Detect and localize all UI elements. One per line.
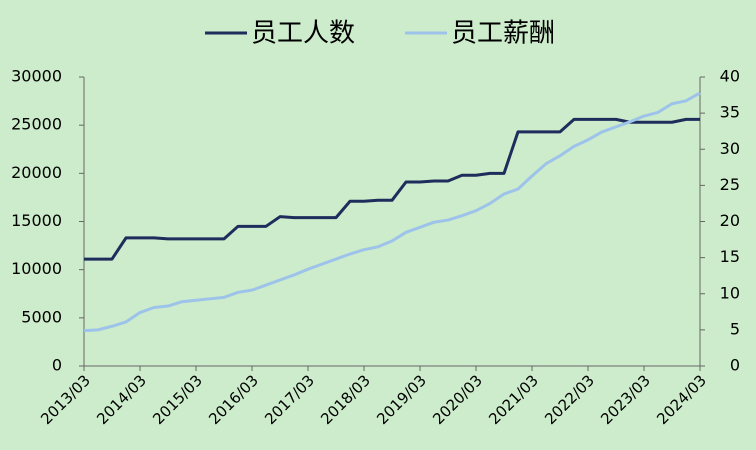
series-line (84, 117, 700, 261)
y-tick-label: 10000 (11, 259, 62, 278)
y-tick-label: 25000 (11, 115, 62, 134)
x-tick-label: 2016/03 (205, 371, 262, 428)
x-tick-label: 2014/03 (93, 371, 150, 428)
y2-tick-label: 35 (720, 103, 740, 122)
y2-tick-label: 20 (720, 211, 740, 230)
x-tick-label: 2022/03 (541, 371, 598, 428)
x-tick-label: 2020/03 (429, 371, 486, 428)
x-tick-label: 2015/03 (149, 371, 206, 428)
y2-tick-label: 40 (720, 67, 740, 86)
x-tick-label: 2024/03 (653, 371, 710, 428)
y-tick-label: 20000 (11, 163, 62, 182)
y2-tick-label: 30 (720, 139, 740, 158)
legend-label: 员工薪酬 (451, 19, 555, 49)
y2-tick-label: 10 (720, 283, 740, 302)
y-tick-label: 0 (52, 356, 62, 375)
x-tick-label: 2017/03 (261, 371, 318, 428)
y2-tick-label: 0 (730, 356, 740, 375)
legend-label: 员工人数 (251, 19, 355, 49)
y2-tick-label: 25 (720, 175, 740, 194)
x-tick-label: 2018/03 (317, 371, 374, 428)
y-tick-label: 15000 (11, 211, 62, 230)
x-tick-label: 2013/03 (37, 371, 94, 428)
x-tick-label: 2023/03 (597, 371, 654, 428)
x-tick-label: 2019/03 (373, 371, 430, 428)
y2-tick-label: 15 (720, 247, 740, 266)
series-line (83, 91, 701, 333)
y-tick-label: 5000 (21, 307, 62, 326)
x-tick-label: 2021/03 (485, 371, 542, 428)
y2-tick-label: 5 (730, 319, 740, 338)
y-tick-label: 30000 (11, 67, 62, 86)
